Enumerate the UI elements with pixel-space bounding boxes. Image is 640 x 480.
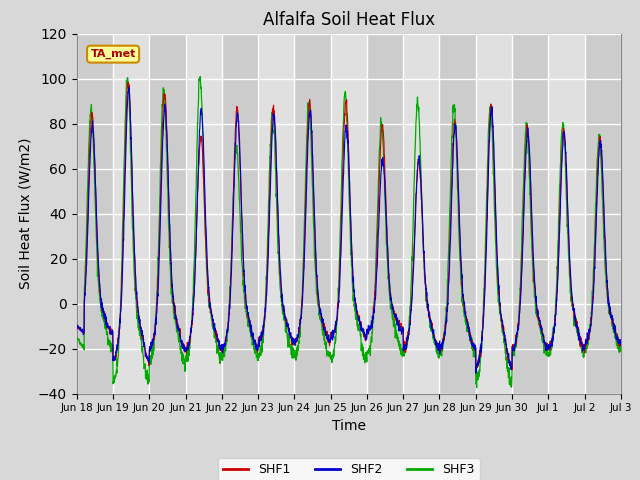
SHF1 xyxy=(570,302,577,308)
Bar xyxy=(149,34,186,394)
Y-axis label: Soil Heat Flux (W/m2): Soil Heat Flux (W/m2) xyxy=(19,138,33,289)
SHF1 xyxy=(73,324,81,330)
Line: SHF2: SHF2 xyxy=(77,87,621,373)
Legend: SHF1, SHF2, SHF3: SHF1, SHF2, SHF3 xyxy=(218,458,480,480)
SHF2 xyxy=(570,307,577,313)
Bar xyxy=(77,34,113,394)
SHF1 xyxy=(225,311,232,317)
SHF1 xyxy=(125,80,132,85)
Title: Alfalfa Soil Heat Flux: Alfalfa Soil Heat Flux xyxy=(263,11,435,29)
Bar xyxy=(186,34,222,394)
Text: TA_met: TA_met xyxy=(90,49,136,59)
SHF3 xyxy=(376,124,384,130)
Bar xyxy=(584,34,621,394)
SHF2 xyxy=(225,319,232,324)
SHF2 xyxy=(508,367,515,372)
SHF2 xyxy=(125,84,132,90)
SHF2 xyxy=(617,336,625,342)
Bar xyxy=(294,34,331,394)
SHF1 xyxy=(584,336,592,342)
SHF3 xyxy=(365,350,372,356)
SHF3 xyxy=(473,385,481,391)
Line: SHF1: SHF1 xyxy=(77,83,621,370)
SHF2 xyxy=(472,371,480,376)
SHF2 xyxy=(365,327,372,333)
SHF3 xyxy=(584,339,592,345)
SHF3 xyxy=(73,334,81,339)
SHF1 xyxy=(617,342,625,348)
Bar xyxy=(331,34,367,394)
Bar xyxy=(113,34,149,394)
SHF1 xyxy=(508,367,516,373)
Line: SHF3: SHF3 xyxy=(77,76,621,388)
Bar xyxy=(476,34,512,394)
Bar xyxy=(512,34,548,394)
SHF3 xyxy=(570,306,577,312)
Bar xyxy=(222,34,258,394)
Bar xyxy=(367,34,403,394)
Bar xyxy=(621,34,640,394)
X-axis label: Time: Time xyxy=(332,419,366,433)
SHF3 xyxy=(617,348,625,353)
Bar xyxy=(403,34,440,394)
SHF2 xyxy=(73,322,81,327)
SHF3 xyxy=(225,313,232,319)
Bar xyxy=(258,34,294,394)
Bar xyxy=(440,34,476,394)
SHF2 xyxy=(376,180,384,186)
SHF1 xyxy=(365,331,372,336)
Bar xyxy=(548,34,584,394)
SHF2 xyxy=(584,336,592,342)
SHF3 xyxy=(508,374,515,380)
SHF1 xyxy=(376,145,384,151)
SHF1 xyxy=(507,360,515,366)
SHF3 xyxy=(196,73,204,79)
